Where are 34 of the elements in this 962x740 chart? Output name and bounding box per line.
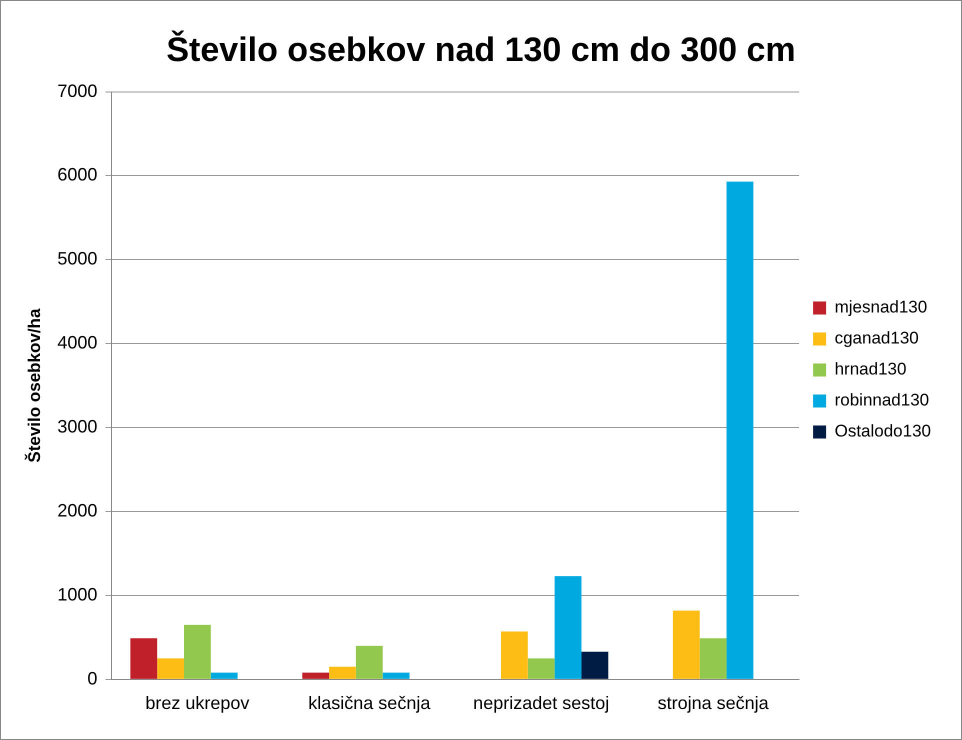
bar — [329, 666, 356, 679]
bar — [672, 610, 700, 679]
legend-label: Ostalodo130 — [834, 422, 931, 441]
y-axis-title: Število osebkov/ha — [24, 308, 44, 463]
legend-label: mjesnad130 — [834, 298, 928, 317]
legend-label: cganad130 — [834, 328, 919, 348]
y-tick-label: 2000 — [57, 500, 98, 520]
y-tick-label: 3000 — [57, 416, 98, 437]
bar — [157, 658, 184, 679]
y-tick-label: 7000 — [57, 80, 98, 101]
bar — [581, 652, 608, 679]
x-tick-label: brez ukrepov — [145, 693, 250, 714]
x-tick-label: neprizadet sestoj — [473, 693, 610, 714]
chart-title: Število osebkov nad 130 cm do 300 cm — [166, 30, 796, 69]
bar — [210, 672, 238, 679]
legend-label: hrnad130 — [834, 360, 906, 379]
y-tick-label: 1000 — [57, 584, 98, 604]
y-tick-label: 5000 — [57, 248, 98, 269]
bar — [554, 576, 582, 679]
bar — [501, 632, 528, 679]
bar — [356, 646, 383, 679]
bar — [382, 672, 410, 679]
y-tick-label: 4000 — [57, 332, 98, 353]
bar — [302, 672, 330, 679]
bar — [184, 624, 211, 679]
y-tick-label: 6000 — [57, 164, 98, 185]
legend-label: robinnad130 — [834, 390, 930, 410]
x-tick-label: strojna sečnja — [658, 693, 770, 714]
bar — [130, 638, 158, 679]
bar — [528, 658, 555, 679]
bar — [700, 638, 727, 679]
bar — [726, 182, 754, 679]
x-tick-label: klasična sečnja — [308, 693, 432, 714]
y-tick-label: 0 — [87, 668, 98, 688]
